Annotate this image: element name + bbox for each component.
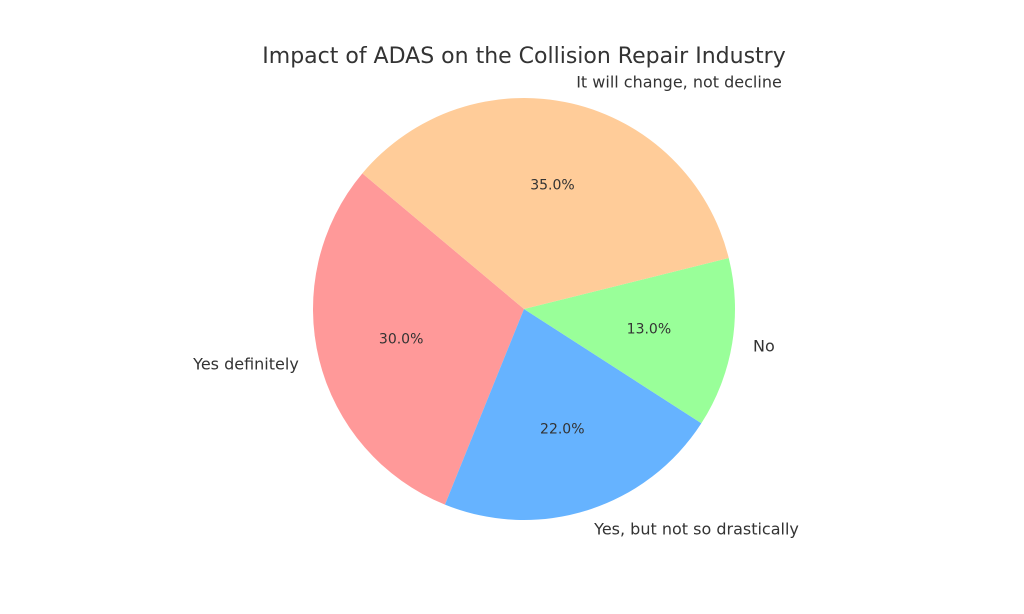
pct-label: 13.0% bbox=[627, 322, 671, 338]
chart-title: Impact of ADAS on the Collision Repair I… bbox=[262, 44, 785, 69]
slice-label: Yes, but not so drastically bbox=[593, 520, 799, 539]
pct-label: 35.0% bbox=[530, 178, 574, 194]
pie-slice bbox=[362, 97, 729, 309]
pct-label: 22.0% bbox=[540, 422, 584, 438]
pct-label: 30.0% bbox=[379, 332, 423, 348]
pie-slice bbox=[312, 173, 524, 505]
slice-label: No bbox=[753, 336, 775, 355]
slice-label: Yes definitely bbox=[192, 355, 299, 374]
slice-label: It will change, not decline bbox=[576, 72, 782, 91]
pie-slice bbox=[524, 257, 735, 424]
pie-slice bbox=[444, 309, 702, 520]
